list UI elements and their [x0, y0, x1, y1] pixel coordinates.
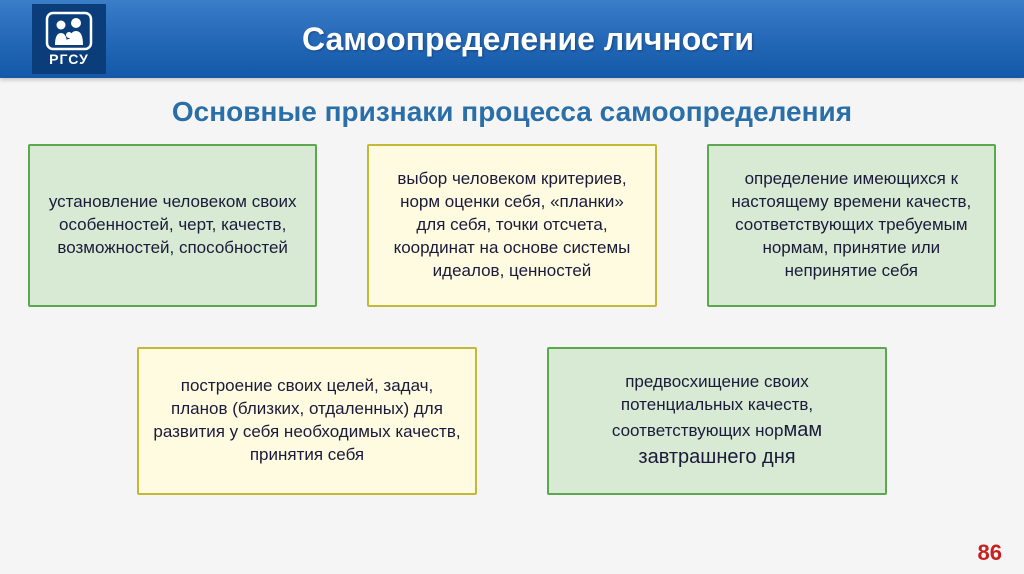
feature-box: предвосхищение своих потенциальных качес… [547, 347, 887, 495]
feature-box: выбор человеком критериев, норм оценки с… [367, 144, 656, 307]
feature-box: установление человеком своих особенносте… [28, 144, 317, 307]
logo-acronym: РГСУ [49, 51, 89, 67]
page-title: Самоопределение личности [106, 21, 1024, 58]
content-area: установление человеком своих особенносте… [0, 144, 1024, 495]
feature-text: установление человеком своих особенносте… [44, 191, 301, 260]
feature-box: определение имеющихся к настоящему време… [707, 144, 996, 307]
feature-text: предвосхищение своих потенциальных качес… [563, 371, 871, 471]
feature-box: построение своих целей, задач, планов (б… [137, 347, 477, 495]
feature-text: выбор человеком критериев, норм оценки с… [383, 168, 640, 283]
page-number: 86 [978, 540, 1002, 566]
header-bar: РГСУ Самоопределение личности [0, 0, 1024, 78]
feature-text: определение имеющихся к настоящему време… [723, 168, 980, 283]
page-subtitle: Основные признаки процесса самоопределен… [0, 96, 1024, 128]
boxes-row-2: построение своих целей, задач, планов (б… [10, 347, 1014, 495]
boxes-row-1: установление человеком своих особенносте… [10, 144, 1014, 307]
logo: РГСУ [32, 4, 106, 74]
feature-text: построение своих целей, задач, планов (б… [153, 375, 461, 467]
family-icon [45, 11, 93, 51]
